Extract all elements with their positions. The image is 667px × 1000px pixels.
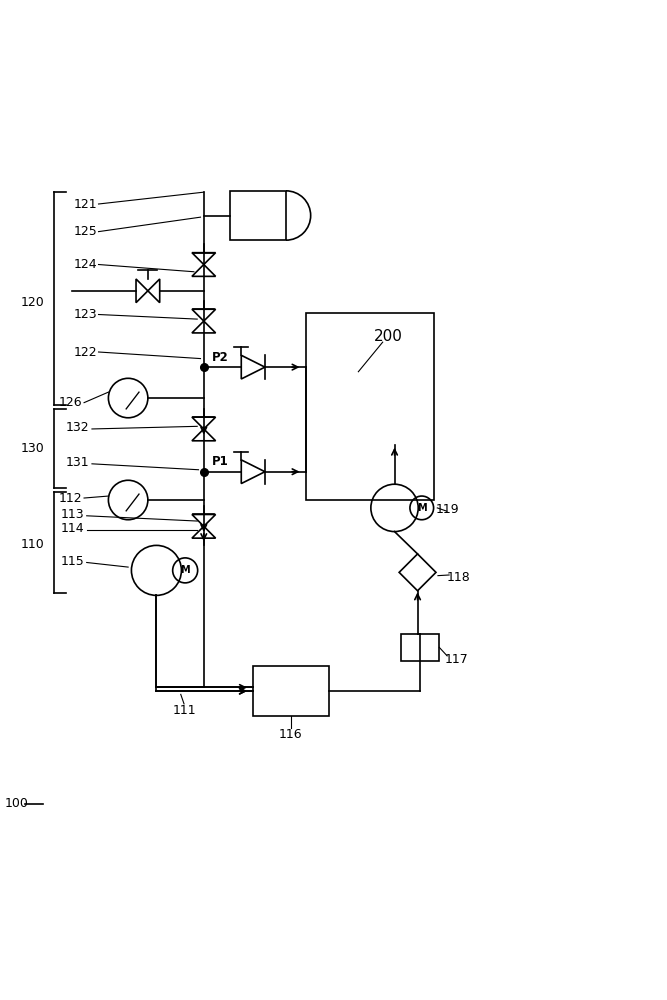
Text: 116: 116 (279, 728, 303, 741)
Text: 118: 118 (447, 571, 471, 584)
Text: 122: 122 (73, 346, 97, 359)
Text: 119: 119 (436, 503, 459, 516)
Bar (305, 313, 434, 500)
Text: 130: 130 (21, 442, 45, 455)
Text: 121: 121 (73, 198, 97, 211)
Text: 111: 111 (172, 704, 196, 717)
Text: 126: 126 (59, 396, 82, 409)
Text: M: M (417, 503, 427, 513)
Text: 200: 200 (374, 329, 402, 344)
Text: 125: 125 (73, 225, 97, 238)
Bar (401, 634, 440, 661)
Text: 131: 131 (65, 456, 89, 469)
Text: 117: 117 (445, 653, 469, 666)
Text: 114: 114 (61, 522, 84, 535)
Bar (253, 666, 329, 716)
Text: 110: 110 (21, 538, 45, 551)
Text: M: M (180, 565, 190, 575)
Text: 115: 115 (60, 555, 84, 568)
Text: 120: 120 (21, 296, 45, 309)
Text: P1: P1 (211, 455, 228, 468)
Text: P2: P2 (211, 351, 228, 364)
Text: 112: 112 (59, 492, 82, 505)
Text: 132: 132 (65, 421, 89, 434)
Bar (230, 191, 286, 240)
Text: 123: 123 (73, 308, 97, 321)
Text: 100: 100 (5, 797, 29, 810)
Text: 113: 113 (61, 508, 84, 521)
Text: 124: 124 (73, 258, 97, 271)
